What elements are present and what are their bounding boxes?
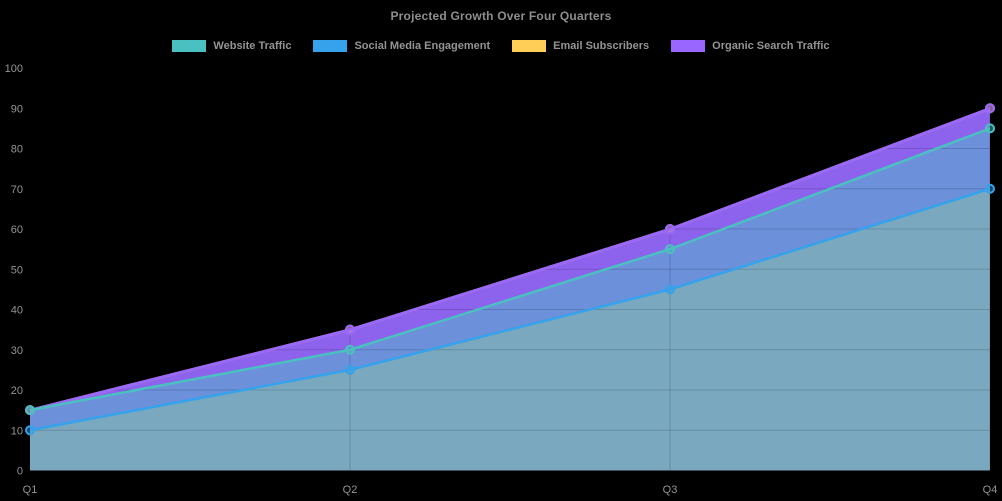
legend-swatch-website-traffic	[172, 40, 207, 52]
series-line-organic-search-traffic	[29, 107, 991, 412]
legend-item-organic-search-traffic[interactable]: Organic Search Traffic	[671, 40, 830, 52]
y-tick-label-60: 60	[11, 224, 23, 236]
legend-label: Website Traffic	[213, 40, 292, 52]
data-point-organic-search-traffic-Q3[interactable]	[665, 224, 675, 234]
y-tick-label-70: 70	[11, 184, 23, 196]
chart-title: Projected Growth Over Four Quarters	[390, 9, 612, 23]
data-point-website-traffic-Q3[interactable]	[665, 244, 675, 255]
legend-item-website-traffic[interactable]: Website Traffic	[172, 40, 291, 52]
data-point-website-traffic-Q4[interactable]	[985, 123, 995, 134]
legend-label: Organic Search Traffic	[712, 40, 830, 52]
data-point-website-traffic-Q2[interactable]	[345, 344, 355, 355]
data-point-social-media-engagement-Q2[interactable]	[345, 364, 355, 375]
x-tick-label-q2: Q2	[343, 484, 358, 496]
y-tick-label-0: 0	[17, 466, 23, 478]
legend-label: Social Media Engagement	[354, 40, 491, 52]
series-line-website-traffic	[29, 127, 991, 412]
legend-label: Email Subscribers	[553, 40, 650, 52]
y-tick-label-40: 40	[11, 305, 23, 317]
legend-swatch-organic-search-traffic	[671, 40, 706, 52]
x-tick-label-q3: Q3	[663, 484, 678, 496]
data-point-organic-search-traffic-Q4[interactable]	[985, 103, 995, 114]
data-point-social-media-engagement-Q1[interactable]	[25, 425, 35, 436]
area-band-website-traffic	[30, 128, 990, 431]
x-tick-label-q4: Q4	[983, 484, 998, 496]
data-point-organic-search-traffic-Q2[interactable]	[345, 324, 355, 335]
legend-swatch-email-subscribers	[512, 40, 547, 52]
legend: Website Traffic Social Media Engagement Em…	[0, 40, 1002, 52]
x-tick-label-q1: Q1	[23, 484, 38, 496]
legend-item-social-media-engagement[interactable]: Social Media Engagement	[313, 40, 490, 52]
data-point-social-media-engagement-Q4[interactable]	[985, 183, 995, 194]
legend-swatch-social-media-engagement	[313, 40, 348, 52]
y-tick-label-10: 10	[11, 425, 23, 437]
y-tick-label-30: 30	[11, 345, 23, 357]
series-line-social-media-engagement	[29, 187, 991, 432]
y-tick-label-80: 80	[11, 144, 23, 156]
data-point-website-traffic-Q1[interactable]	[25, 405, 35, 416]
data-point-social-media-engagement-Q3[interactable]	[665, 284, 675, 295]
y-tick-label-50: 50	[11, 264, 23, 276]
y-tick-label-90: 90	[11, 103, 23, 115]
y-tick-label-100: 100	[5, 63, 23, 75]
legend-item-email-subscribers[interactable]: Email Subscribers	[512, 40, 649, 52]
y-tick-label-20: 20	[11, 385, 23, 397]
